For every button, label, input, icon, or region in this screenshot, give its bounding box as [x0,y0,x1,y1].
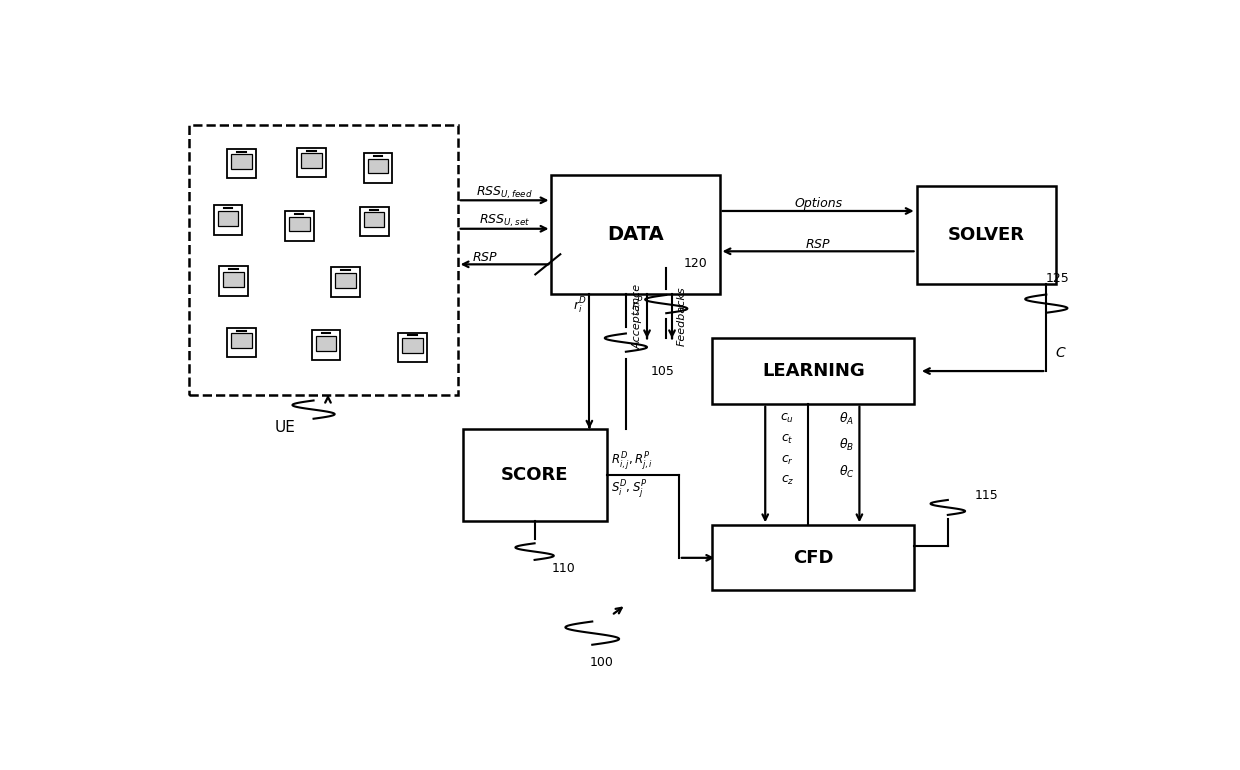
Text: $RSP$: $RSP$ [472,251,498,264]
Bar [335,273,356,288]
Bar [188,125,458,395]
Bar [227,149,255,179]
Text: $r_j^P$: $r_j^P$ [631,296,644,318]
Text: $RSS_{U,set}$: $RSS_{U,set}$ [479,213,531,229]
Bar [402,338,423,353]
Text: $c_r$: $c_r$ [781,454,794,467]
Text: DATA: DATA [608,225,663,244]
Text: Options: Options [794,197,842,210]
Bar [231,333,252,348]
Bar [218,211,238,226]
Text: 105: 105 [651,364,675,377]
Text: 100: 100 [590,656,614,669]
Text: $\theta_A$: $\theta_A$ [839,410,854,427]
Text: $R_{i,j}^D,R_{j,i}^P$: $R_{i,j}^D,R_{j,i}^P$ [611,450,653,473]
Text: $r_i^D$: $r_i^D$ [573,296,587,316]
Bar [360,207,388,236]
Text: Feedbacks: Feedbacks [677,286,687,346]
Bar [713,525,914,591]
Bar [713,339,914,403]
Text: $c_u$: $c_u$ [780,412,795,425]
Bar [916,186,1056,283]
Text: $RSP$: $RSP$ [805,238,831,251]
Bar [552,176,719,294]
Text: C: C [1056,346,1065,360]
Text: CFD: CFD [794,549,833,567]
Text: $\theta_C$: $\theta_C$ [839,464,854,480]
Bar [285,211,314,240]
Bar [227,328,255,357]
Bar [367,159,388,173]
Bar [463,429,606,521]
Text: SCORE: SCORE [501,466,568,484]
Bar [301,153,322,168]
Bar [311,330,341,360]
Text: 125: 125 [1047,273,1070,286]
Text: LEARNING: LEARNING [761,362,864,380]
Text: $\theta_B$: $\theta_B$ [839,437,854,454]
Text: $c_t$: $c_t$ [781,433,794,446]
Text: $RSS_{U,feed}$: $RSS_{U,feed}$ [476,184,533,201]
Bar [363,213,384,227]
Bar [363,153,392,182]
Text: Acceptance: Acceptance [632,283,642,349]
Bar [223,272,244,286]
Text: 115: 115 [975,489,998,502]
Text: SOLVER: SOLVER [947,226,1024,243]
Bar [231,154,252,169]
Bar [289,216,310,232]
Text: 120: 120 [683,257,707,270]
Text: $S_i^D,S_j^P$: $S_i^D,S_j^P$ [611,479,647,500]
Text: $c_z$: $c_z$ [780,474,794,487]
Bar [213,205,243,235]
Text: 110: 110 [552,561,575,574]
Bar [219,266,248,296]
Text: UE: UE [274,420,295,435]
Bar [331,267,360,297]
Bar [316,336,336,350]
Bar [398,333,427,362]
Bar [298,148,326,177]
